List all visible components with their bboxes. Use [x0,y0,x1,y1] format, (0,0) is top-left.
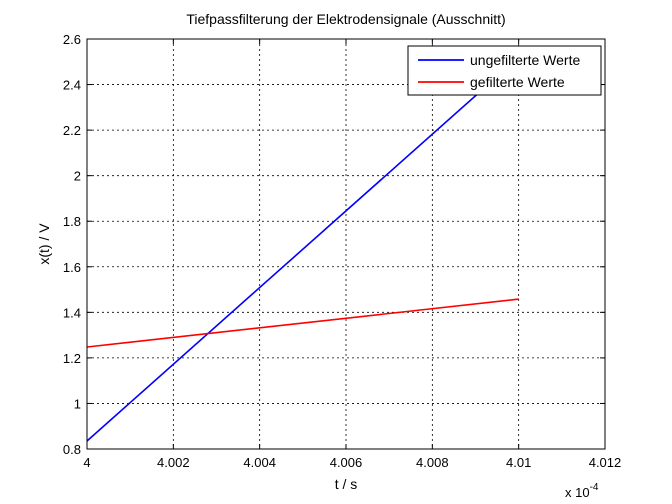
series-line-2 [86,298,519,348]
axis-ticks: 4 4.002 4.004 4.006 4.008 4.01 4.012 0.8 1 1.2 1.4… [63,32,621,470]
y-tick-label: 1.4 [63,305,81,320]
y-tick-label: 1.2 [63,351,81,366]
y-tick-label: 1 [74,396,81,411]
y-tick-label: 2.2 [63,123,81,138]
x-axis-multiplier-exponent: -4 [590,482,599,493]
y-tick-label: 1.6 [63,260,81,275]
y-tick-label: 2.4 [63,78,81,93]
x-tick-label: 4.012 [589,455,622,470]
x-tick-label: 4.008 [416,455,449,470]
y-tick-label: 2.6 [63,32,81,47]
x-tick-label: 4.004 [243,455,276,470]
x-axis-multiplier-base: x 10 [565,485,590,500]
x-tick-label: 4.002 [157,455,190,470]
chart-title: Tiefpassfilterung der Elektrodensignale … [186,11,505,27]
series-lines [86,76,519,442]
x-tick-label: 4 [83,455,90,470]
legend-label-2: gefilterte Werte [470,74,565,90]
legend-box [407,45,602,96]
legend-label-1: ungefilterte Werte [470,52,580,68]
series-line-1 [86,76,498,442]
y-tick-label: 2 [74,169,81,184]
y-axis-label: x(t) / V [36,223,52,265]
x-tick-label: 4.01 [506,455,531,470]
x-axis-label: t / s [335,476,358,492]
legend: ungefilterte Werte gefilterte Werte [407,45,602,96]
x-tick-label: 4.006 [330,455,363,470]
x-axis-multiplier: x 10-4 [565,482,599,500]
y-tick-label: 1.8 [63,214,81,229]
y-tick-label: 0.8 [63,442,81,457]
grid-lines [87,39,605,449]
